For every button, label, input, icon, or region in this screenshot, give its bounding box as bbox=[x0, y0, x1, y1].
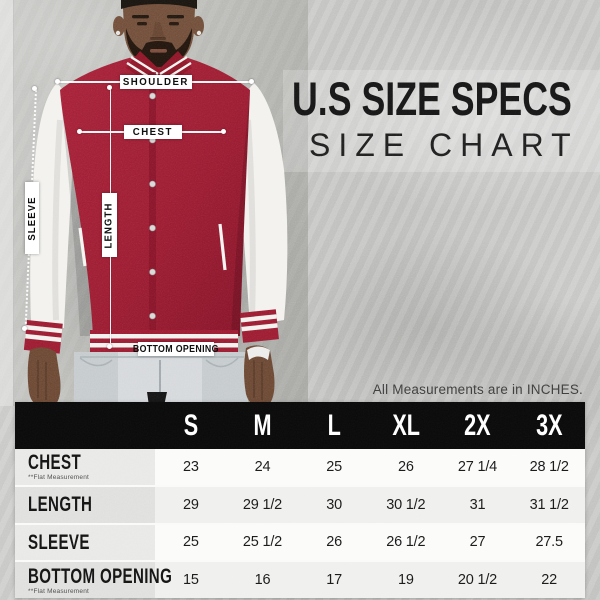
product-photo: SHOULDER CHEST LENGTH SLEEVE BOTTOM OPEN… bbox=[0, 0, 308, 406]
shoulder-label-text: SHOULDER bbox=[122, 76, 189, 88]
size-value-cell: 30 bbox=[326, 496, 343, 513]
page-title: U.S SIZE SPECS bbox=[292, 72, 572, 125]
row-label: CHEST bbox=[28, 451, 82, 475]
size-value-cell: 24 bbox=[254, 458, 271, 475]
bottom-opening-label-text: BOTTOM OPENING bbox=[133, 343, 219, 355]
left-hand bbox=[27, 347, 61, 406]
row-label: LENGTH bbox=[28, 493, 93, 517]
measure-dot bbox=[221, 129, 226, 134]
size-value-cell: 22 bbox=[541, 572, 558, 589]
size-table-header: S M L XL 2X 3X bbox=[15, 402, 585, 449]
header-corner-cell bbox=[15, 402, 155, 449]
measure-dot bbox=[32, 86, 37, 91]
placket bbox=[149, 72, 156, 334]
size-column-header: 3X bbox=[513, 402, 585, 449]
measure-dot bbox=[77, 129, 82, 134]
right-eye bbox=[169, 22, 179, 26]
measure-dot bbox=[107, 85, 112, 90]
page-subtitle: SIZE CHART bbox=[309, 127, 579, 163]
size-value-cell: 25 bbox=[182, 534, 199, 551]
size-value-cell: 25 bbox=[326, 458, 343, 475]
size-value-cell: 31 bbox=[469, 496, 486, 513]
mouth bbox=[150, 49, 167, 53]
nose-shadow bbox=[150, 37, 166, 40]
size-column-header: L bbox=[298, 402, 370, 449]
sleeve-label: SLEEVE bbox=[25, 182, 39, 254]
size-value-cell: 26 bbox=[326, 534, 343, 551]
length-label: LENGTH bbox=[102, 193, 117, 257]
measure-dot bbox=[22, 326, 27, 331]
length-label-text: LENGTH bbox=[104, 202, 115, 248]
size-column-header: 2X bbox=[442, 402, 514, 449]
row-label-cell: LENGTH bbox=[15, 486, 155, 523]
size-column-header: S bbox=[155, 402, 227, 449]
size-value-cell: 23 bbox=[182, 458, 199, 475]
size-value-cell: 16 bbox=[254, 572, 271, 589]
column-header-text: L bbox=[327, 409, 341, 442]
jeans bbox=[74, 352, 248, 406]
size-value-cell: 26 bbox=[397, 458, 414, 475]
table-row-chest: CHEST **Flat Measurement 23 24 25 26 27 … bbox=[15, 449, 585, 485]
size-value-cell: 20 1/2 bbox=[457, 572, 498, 589]
size-value-cell: 19 bbox=[397, 572, 414, 589]
measure-dot bbox=[107, 344, 112, 349]
bottom-opening-label: BOTTOM OPENING bbox=[133, 342, 219, 356]
row-label-cell: SLEEVE bbox=[15, 524, 155, 561]
table-row-bottom-opening: BOTTOM OPENING **Flat Measurement 15 16 … bbox=[15, 560, 585, 598]
chest-label: CHEST bbox=[124, 125, 182, 139]
column-header-text: 3X bbox=[535, 409, 563, 442]
table-row-sleeve: SLEEVE 25 25 1/2 26 26 1/2 27 27.5 bbox=[15, 522, 585, 561]
left-eye bbox=[137, 22, 147, 26]
row-label: BOTTOM OPENING bbox=[28, 564, 173, 588]
column-header-text: M bbox=[253, 409, 272, 442]
size-column-header: XL bbox=[370, 402, 442, 449]
right-eyebrow bbox=[167, 15, 184, 19]
table-row-length: LENGTH 29 29 1/2 30 30 1/2 31 31 1/2 bbox=[15, 484, 585, 523]
column-header-text: S bbox=[183, 409, 199, 442]
size-value-cell: 27.5 bbox=[535, 534, 563, 551]
row-note: **Flat Measurement bbox=[28, 474, 90, 482]
measure-dot bbox=[55, 79, 60, 84]
right-earring bbox=[196, 30, 202, 36]
size-value-cell: 29 1/2 bbox=[242, 496, 283, 513]
units-note: All Measurements are in INCHES. bbox=[372, 382, 583, 397]
right-cuff bbox=[240, 309, 279, 343]
size-value-cell: 29 bbox=[182, 496, 199, 513]
column-header-text: XL bbox=[392, 409, 420, 442]
size-value-cell: 28 1/2 bbox=[529, 458, 569, 475]
row-label: SLEEVE bbox=[28, 530, 90, 554]
size-table: S M L XL 2X 3X CHEST **Flat Measurement … bbox=[15, 402, 585, 598]
row-label-cell: CHEST **Flat Measurement bbox=[15, 449, 155, 485]
sleeve-label-text: SLEEVE bbox=[26, 195, 38, 241]
size-value-cell: 17 bbox=[326, 572, 343, 589]
size-value-cell: 27 1/4 bbox=[457, 458, 498, 475]
measure-dot bbox=[249, 79, 254, 84]
chest-label-text: CHEST bbox=[132, 126, 174, 138]
row-label-cell: BOTTOM OPENING **Flat Measurement bbox=[15, 562, 172, 598]
size-column-header: M bbox=[227, 402, 299, 449]
size-value-cell: 26 1/2 bbox=[386, 534, 426, 551]
size-value-cell: 25 1/2 bbox=[242, 534, 283, 551]
size-value-cell: 31 1/2 bbox=[529, 496, 569, 513]
column-header-text: 2X bbox=[464, 409, 491, 442]
row-note: **Flat Measurement bbox=[28, 587, 90, 595]
left-earring bbox=[115, 30, 121, 36]
size-value-cell: 30 1/2 bbox=[386, 496, 426, 513]
left-eyebrow bbox=[132, 15, 149, 19]
shoulder-label: SHOULDER bbox=[120, 75, 192, 89]
size-value-cell: 27 bbox=[469, 534, 486, 551]
